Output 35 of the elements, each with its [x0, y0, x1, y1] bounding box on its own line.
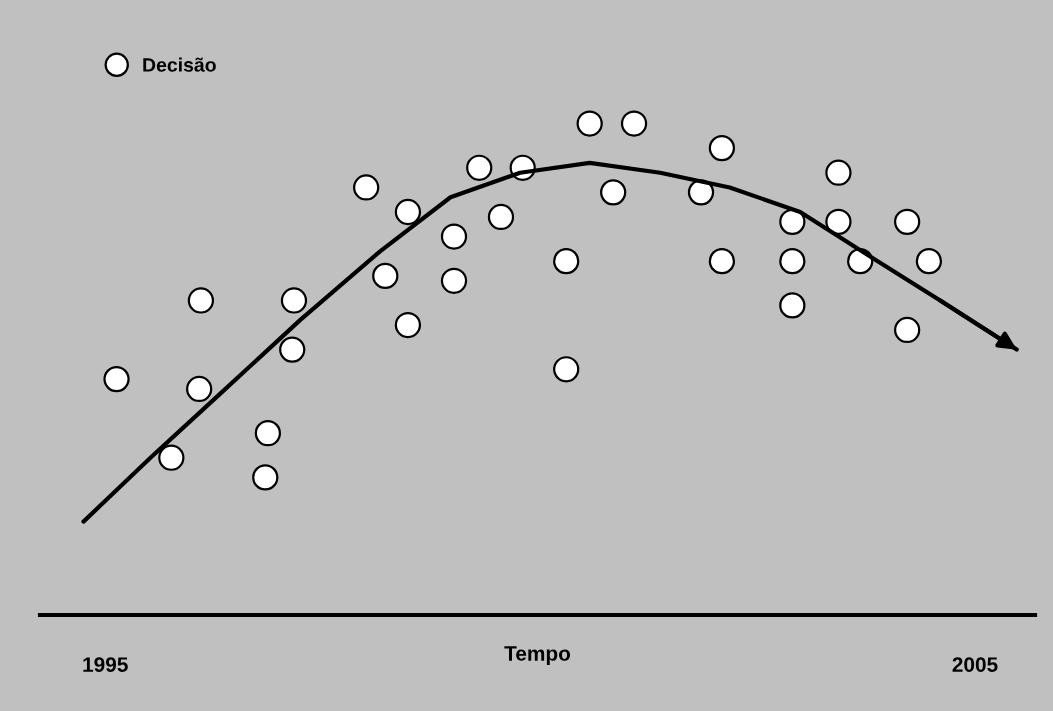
point	[372, 262, 399, 290]
point	[779, 208, 806, 235]
point	[825, 159, 852, 186]
point	[825, 208, 852, 235]
point	[187, 287, 215, 314]
point	[779, 248, 806, 275]
point	[553, 356, 580, 383]
x-axis-title: Tempo	[504, 646, 571, 665]
point	[254, 420, 282, 447]
legend-label: Decisão	[143, 57, 216, 72]
point	[440, 223, 468, 250]
point	[280, 287, 308, 314]
point	[252, 464, 279, 491]
point	[103, 365, 130, 393]
point	[894, 316, 921, 344]
point	[394, 198, 422, 226]
point	[158, 444, 185, 471]
point	[779, 292, 806, 319]
point	[576, 110, 603, 137]
point	[708, 248, 736, 275]
point	[708, 134, 736, 162]
x-tick-label: 2005	[952, 657, 998, 672]
x-tick-label: 1995	[83, 657, 128, 672]
point	[553, 248, 580, 275]
point	[186, 375, 213, 403]
point	[440, 267, 468, 294]
point	[487, 203, 515, 231]
point	[279, 336, 306, 363]
point	[394, 311, 422, 339]
point	[894, 208, 921, 235]
point	[600, 179, 627, 206]
point	[915, 248, 943, 275]
point	[466, 154, 493, 181]
point	[353, 174, 380, 201]
point	[620, 110, 648, 137]
